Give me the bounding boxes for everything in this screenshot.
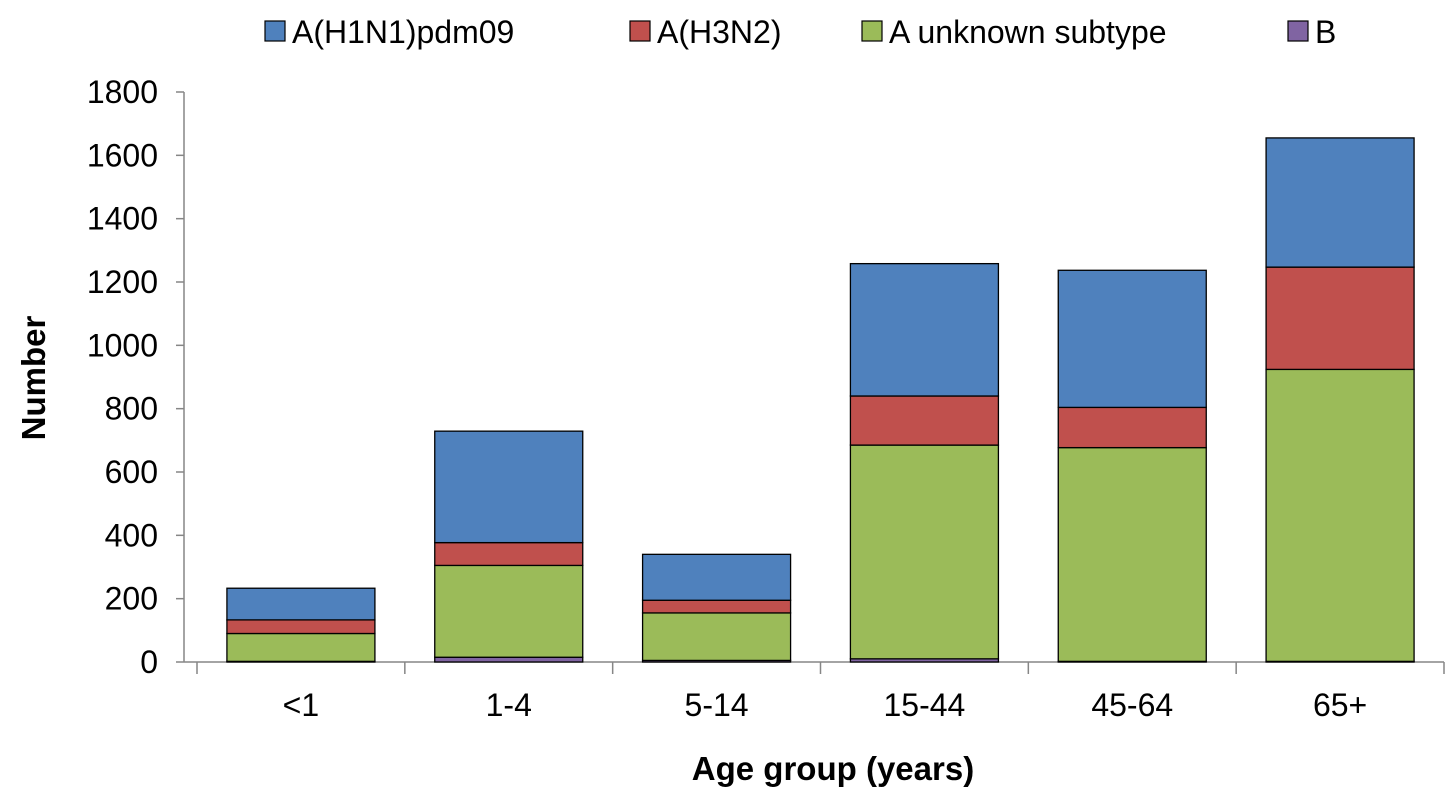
- bar-segment: [849, 444, 1000, 660]
- bar-segment: [1057, 269, 1207, 409]
- y-tick-label: 1200: [87, 264, 158, 300]
- x-tick-label: 15-44: [883, 687, 965, 723]
- bar-segment: [849, 395, 1000, 446]
- legend-swatch: [861, 20, 883, 42]
- bar-segment: [434, 541, 584, 567]
- bar-segment: [226, 632, 376, 663]
- y-axis-title: Number: [15, 316, 52, 441]
- x-tick-label: <1: [283, 687, 319, 723]
- y-axis: 0 200 400 600 800 1000 1200 1400 1600 1800: [87, 74, 185, 680]
- legend-label: B: [1315, 14, 1336, 50]
- bar-segment: [641, 612, 792, 662]
- bar-segment: [1057, 446, 1207, 663]
- y-tick-label: 1000: [87, 327, 158, 363]
- legend: A(H1N1)pdm09 A(H3N2) A unknown subtype B: [264, 14, 1336, 50]
- x-tick-label: 1-4: [486, 687, 532, 723]
- bar-segment: [434, 564, 584, 658]
- y-tick-label: 0: [140, 644, 158, 680]
- x-axis: <1 1-4 5-14 15-44 45-64 65+: [184, 661, 1445, 723]
- y-tick-label: 200: [105, 581, 158, 617]
- bar-segment: [1265, 368, 1415, 663]
- legend-label: A unknown subtype: [889, 14, 1167, 50]
- y-tick-label: 1400: [87, 201, 158, 237]
- y-tick-label: 1800: [87, 74, 158, 110]
- bar-segment: [641, 599, 792, 614]
- x-tick-label: 5-14: [685, 687, 749, 723]
- legend-swatch: [629, 20, 651, 42]
- legend-label: A(H3N2): [657, 14, 781, 50]
- bar-segment: [1265, 266, 1415, 371]
- bar-segment: [434, 430, 584, 544]
- y-tick-label: 600: [105, 454, 158, 490]
- bar-segment: [434, 656, 584, 663]
- y-tick-label: 400: [105, 517, 158, 553]
- bars: [226, 137, 1415, 663]
- x-axis-title: Age group (years): [692, 750, 974, 787]
- legend-swatch: [264, 20, 286, 42]
- x-tick-label: 45-64: [1091, 687, 1173, 723]
- bar-segment: [641, 553, 792, 601]
- bar-segment: [1057, 406, 1207, 449]
- legend-label: A(H1N1)pdm09: [292, 14, 514, 50]
- y-tick-label: 800: [105, 391, 158, 427]
- legend-swatch: [1287, 20, 1309, 42]
- bar-segment: [1265, 137, 1415, 268]
- x-tick-label: 65+: [1313, 687, 1367, 723]
- bar-segment: [849, 262, 1000, 397]
- y-tick-label: 1600: [87, 137, 158, 173]
- bar-segment: [226, 619, 376, 635]
- bar-segment: [226, 587, 376, 621]
